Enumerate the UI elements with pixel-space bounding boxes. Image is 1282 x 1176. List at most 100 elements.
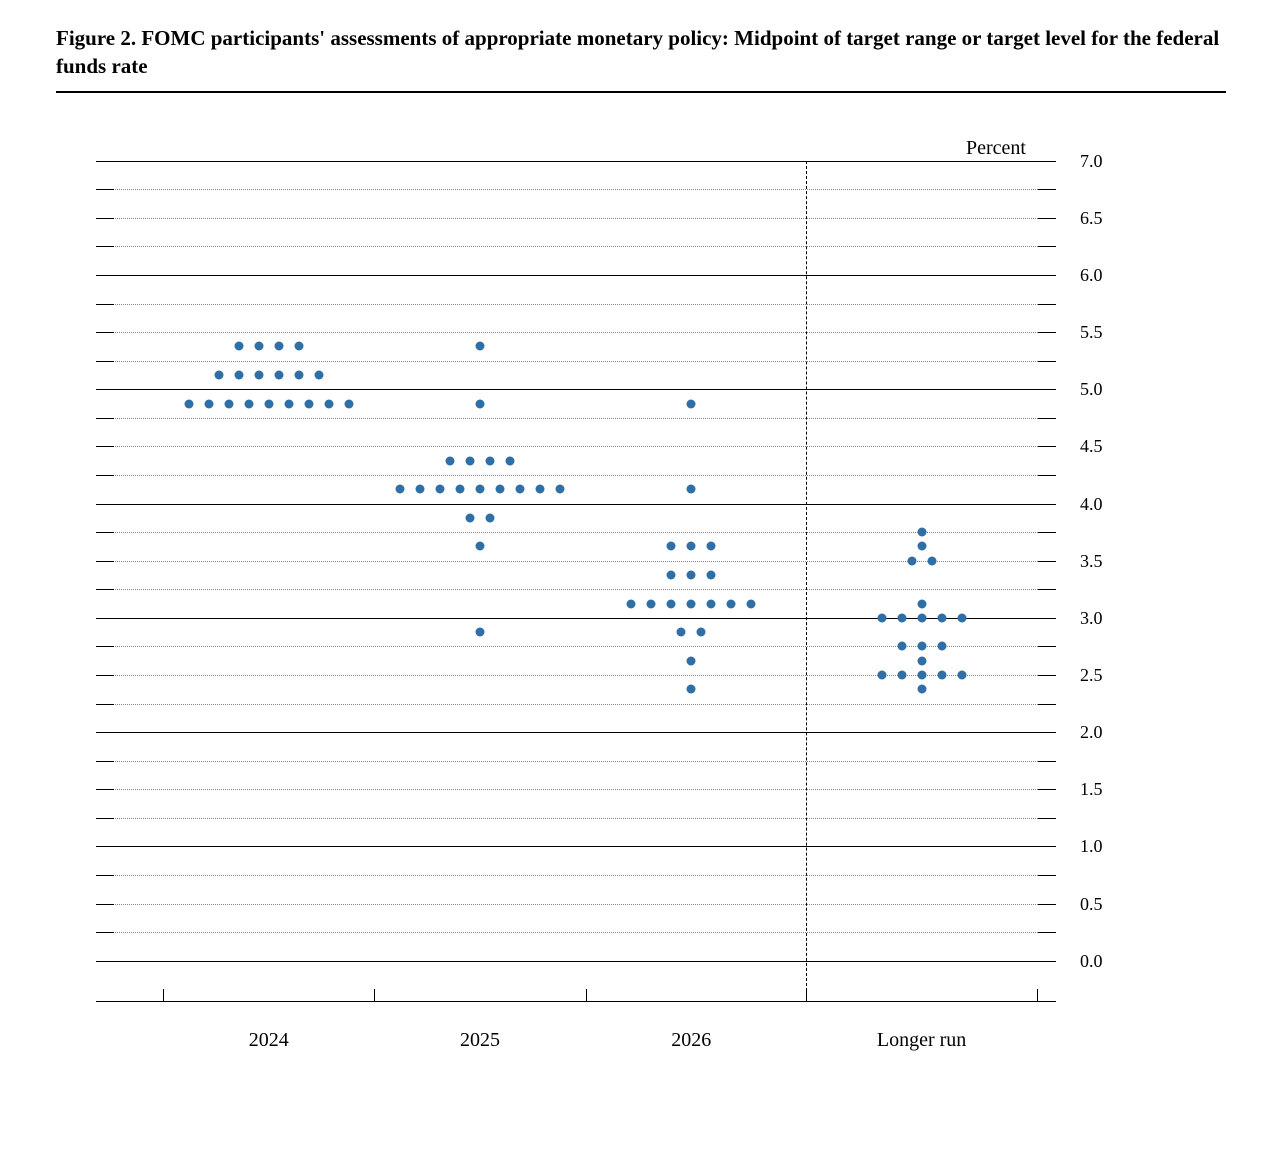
dot	[917, 642, 926, 651]
dot	[234, 342, 243, 351]
dot	[937, 670, 946, 679]
y-tick-left	[96, 646, 114, 647]
dot	[556, 485, 565, 494]
y-tick-right	[1038, 589, 1056, 590]
dot	[687, 570, 696, 579]
y-tick-left	[96, 504, 114, 505]
dot	[697, 628, 706, 637]
y-tick-right	[1038, 846, 1056, 847]
category-separator	[806, 161, 807, 1001]
gridline-minor	[96, 304, 1056, 305]
dot	[927, 556, 936, 565]
y-tick-right	[1038, 761, 1056, 762]
y-axis-label: 1.0	[1080, 836, 1103, 857]
dot	[917, 528, 926, 537]
y-tick-right	[1038, 332, 1056, 333]
y-tick-left	[96, 304, 114, 305]
y-tick-left	[96, 589, 114, 590]
dot	[496, 485, 505, 494]
y-tick-right	[1038, 789, 1056, 790]
dot	[254, 370, 263, 379]
gridline-minor	[96, 646, 1056, 647]
dot	[466, 513, 475, 522]
gridline-major	[96, 618, 1056, 619]
y-tick-left	[96, 361, 114, 362]
gridline-major	[96, 504, 1056, 505]
dot	[667, 542, 676, 551]
gridline-minor	[96, 246, 1056, 247]
dot	[294, 342, 303, 351]
dot	[476, 628, 485, 637]
figure-page: Figure 2. FOMC participants' assessments…	[0, 0, 1282, 1176]
dot	[476, 342, 485, 351]
y-tick-right	[1038, 818, 1056, 819]
dot	[304, 399, 313, 408]
dot	[937, 613, 946, 622]
y-tick-left	[96, 532, 114, 533]
dot	[476, 485, 485, 494]
gridline-major	[96, 732, 1056, 733]
dot	[937, 642, 946, 651]
dot	[687, 685, 696, 694]
y-tick-right	[1038, 446, 1056, 447]
dot	[687, 656, 696, 665]
gridline-minor	[96, 789, 1056, 790]
y-tick-left	[96, 332, 114, 333]
dot	[264, 399, 273, 408]
dot	[687, 599, 696, 608]
y-axis-label: 4.5	[1080, 436, 1103, 457]
dot	[476, 399, 485, 408]
y-tick-right	[1038, 904, 1056, 905]
dot	[506, 456, 515, 465]
gridline-major	[96, 275, 1056, 276]
dot	[957, 613, 966, 622]
y-tick-left	[96, 846, 114, 847]
gridline-major	[96, 161, 1056, 162]
y-tick-left	[96, 418, 114, 419]
dot	[486, 513, 495, 522]
dot	[917, 613, 926, 622]
gridline-major	[96, 961, 1056, 962]
y-tick-left	[96, 161, 114, 162]
dot	[627, 599, 636, 608]
y-tick-left	[96, 275, 114, 276]
dot	[897, 670, 906, 679]
dot	[486, 456, 495, 465]
gridline-minor	[96, 189, 1056, 190]
gridline-minor	[96, 761, 1056, 762]
dot	[917, 542, 926, 551]
x-tick	[163, 989, 164, 1001]
dot	[446, 456, 455, 465]
y-axis-label: 2.5	[1080, 665, 1103, 686]
y-tick-left	[96, 246, 114, 247]
y-tick-right	[1038, 275, 1056, 276]
gridline-minor	[96, 875, 1056, 876]
y-tick-right	[1038, 561, 1056, 562]
x-tick	[374, 989, 375, 1001]
y-tick-right	[1038, 418, 1056, 419]
y-tick-left	[96, 475, 114, 476]
y-axis-label: 3.0	[1080, 608, 1103, 629]
y-tick-right	[1038, 304, 1056, 305]
dot	[516, 485, 525, 494]
y-axis-unit-label: Percent	[966, 137, 1026, 160]
gridline-minor	[96, 332, 1056, 333]
y-tick-right	[1038, 704, 1056, 705]
y-tick-right	[1038, 646, 1056, 647]
y-tick-left	[96, 446, 114, 447]
dot	[184, 399, 193, 408]
dot	[687, 485, 696, 494]
figure-title: Figure 2. FOMC participants' assessments…	[56, 24, 1226, 93]
y-tick-right	[1038, 532, 1056, 533]
dot	[687, 542, 696, 551]
y-tick-left	[96, 761, 114, 762]
dot	[224, 399, 233, 408]
y-tick-left	[96, 875, 114, 876]
dot	[897, 642, 906, 651]
dot	[907, 556, 916, 565]
gridline-minor	[96, 818, 1056, 819]
dot	[284, 399, 293, 408]
dot	[274, 342, 283, 351]
y-tick-left	[96, 561, 114, 562]
y-axis-label: 5.0	[1080, 379, 1103, 400]
